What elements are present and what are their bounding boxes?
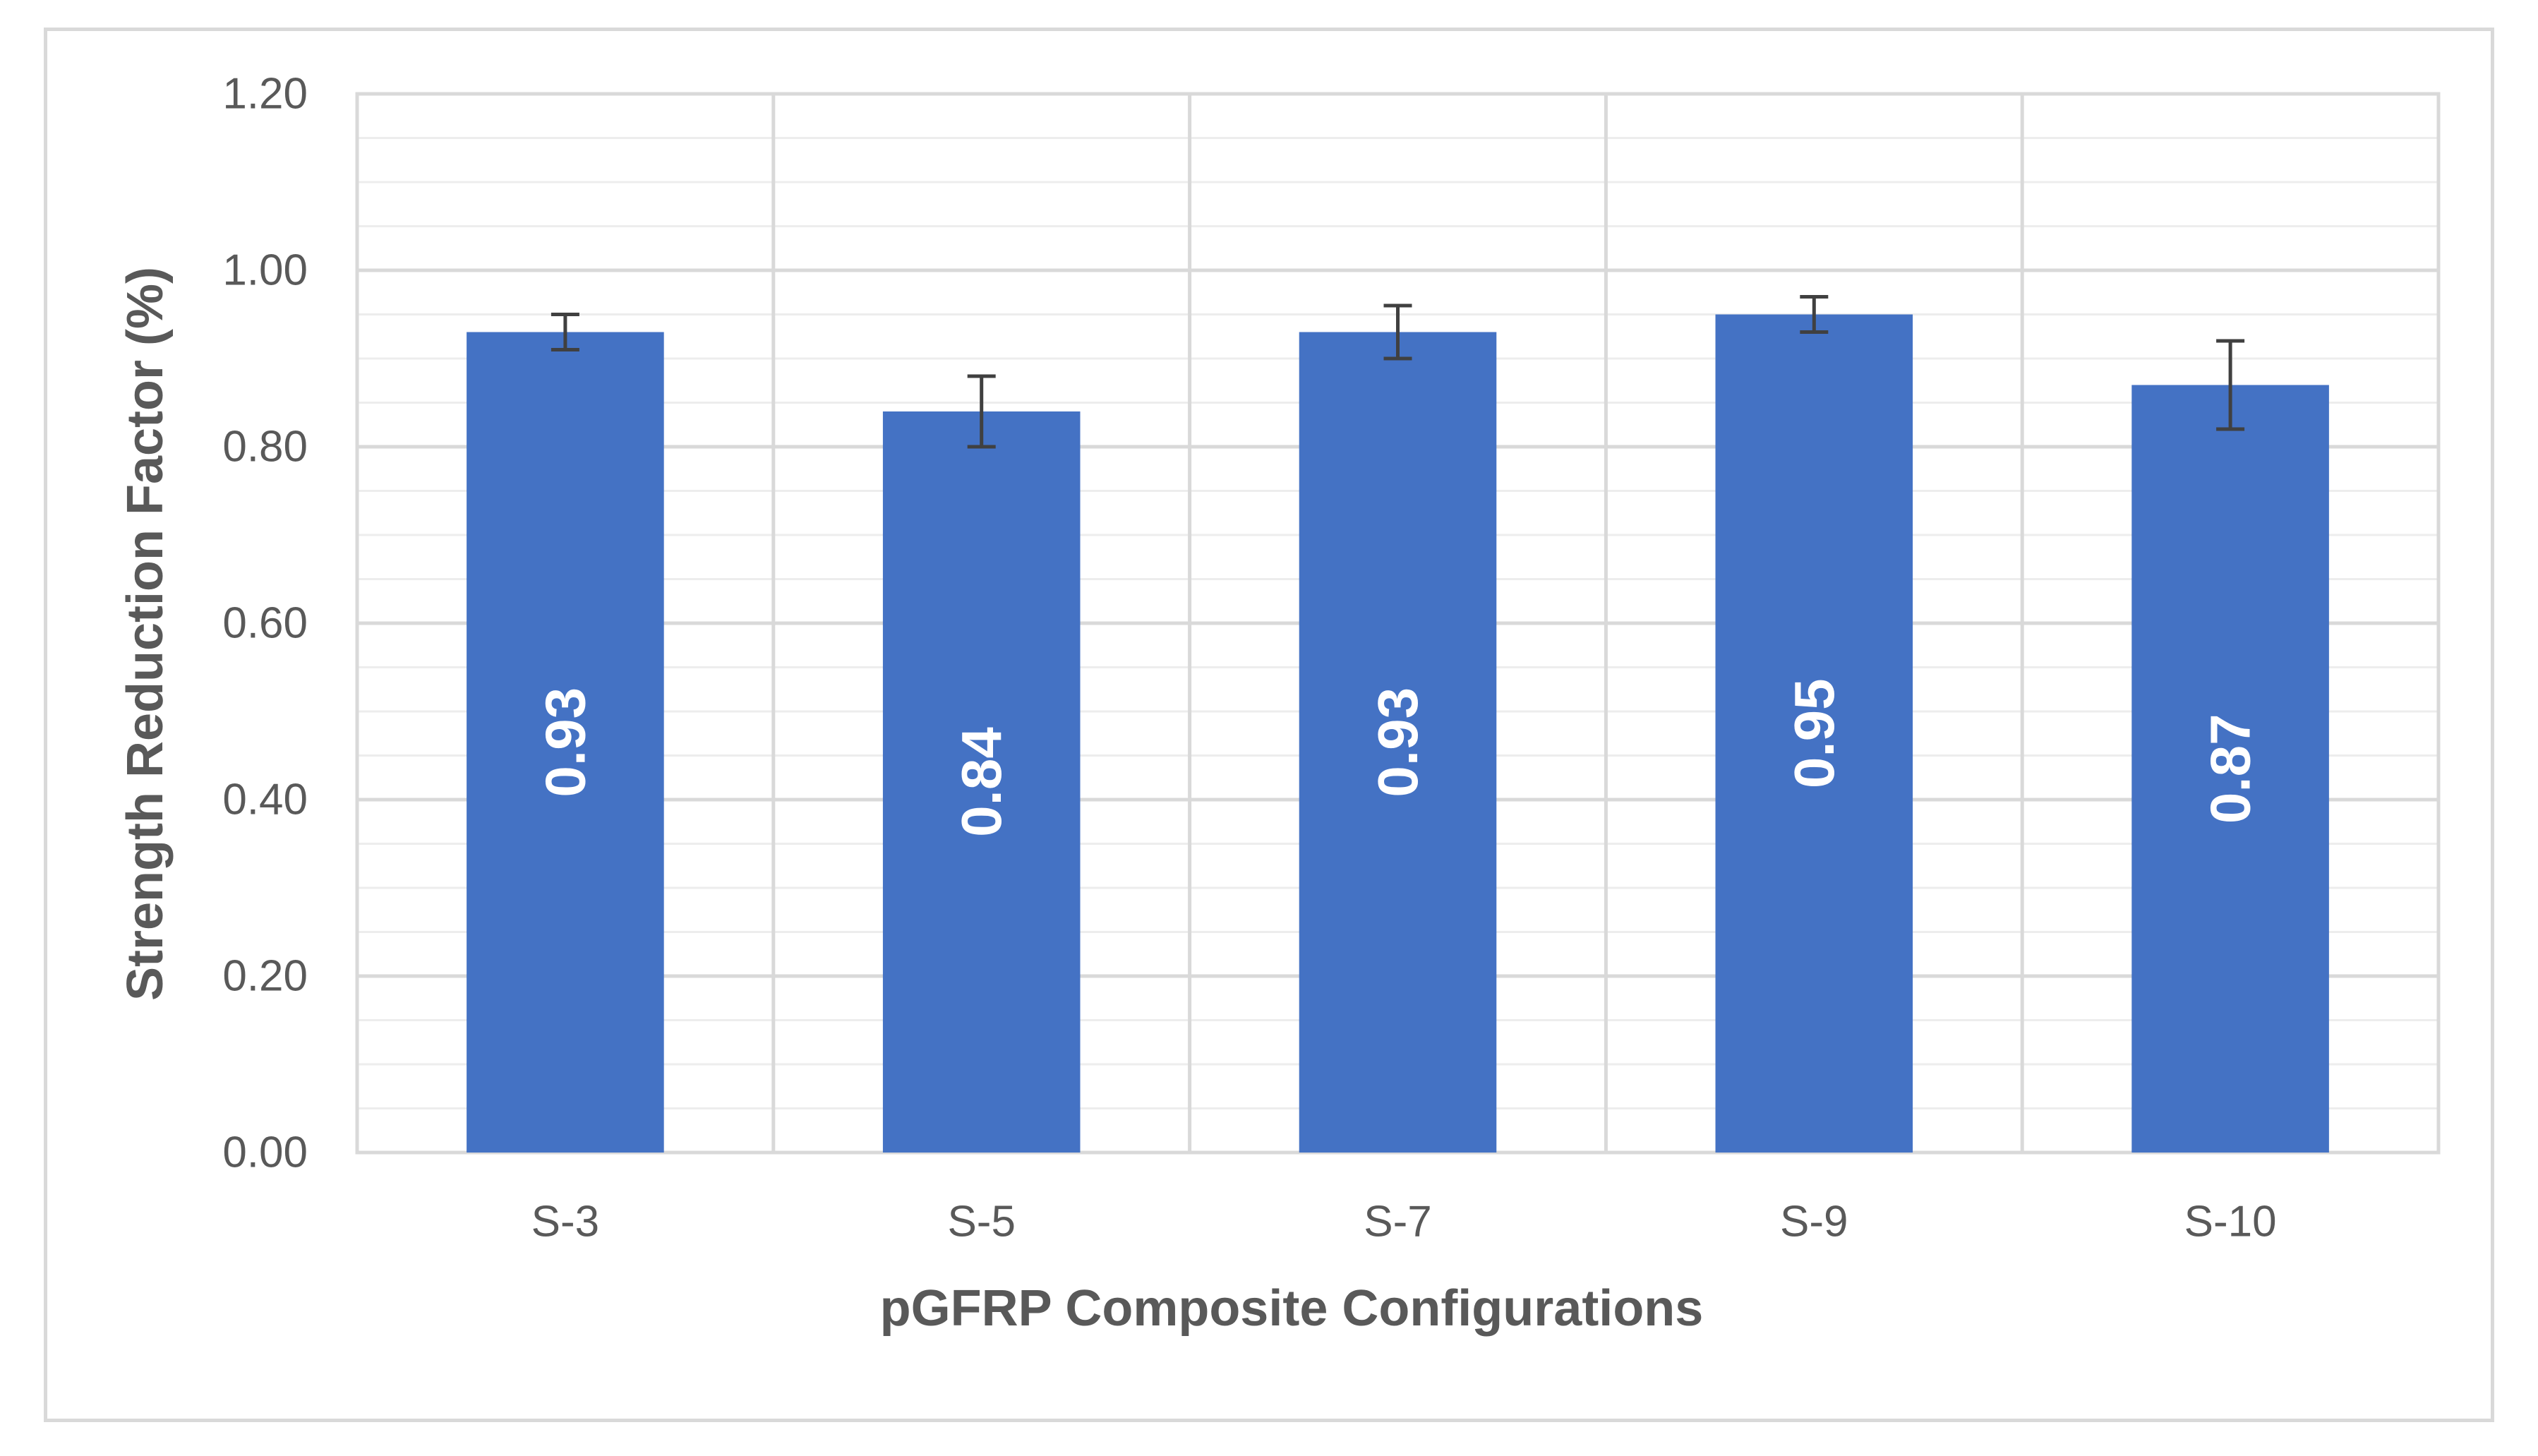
error-bars bbox=[551, 295, 2245, 449]
bar bbox=[467, 332, 664, 1153]
bar bbox=[882, 411, 1081, 1153]
y-axis-title: Strength Reduction Factor (%) bbox=[117, 267, 174, 1001]
y-tick-label: 1.00 bbox=[222, 246, 308, 295]
y-tick-label: 1.20 bbox=[222, 70, 308, 119]
bar bbox=[1299, 332, 1497, 1153]
x-tick-label: S-3 bbox=[531, 1198, 599, 1246]
bar-value-label: 0.87 bbox=[2199, 714, 2262, 824]
x-tick-label: S-5 bbox=[947, 1198, 1015, 1246]
y-tick-label: 0.00 bbox=[222, 1129, 308, 1177]
x-tick-label: S-7 bbox=[1364, 1198, 1431, 1246]
y-tick-label: 0.20 bbox=[222, 952, 308, 1001]
x-tick-label: S-10 bbox=[2184, 1198, 2277, 1246]
y-tick-label: 0.60 bbox=[222, 599, 308, 648]
bars bbox=[467, 314, 2329, 1153]
y-tick-label: 0.40 bbox=[222, 776, 308, 824]
y-axis-ticks: 0.00 0.20 0.40 0.60 0.80 1.00 1.20 bbox=[222, 70, 308, 1177]
bar-value-label: 0.93 bbox=[1366, 687, 1429, 798]
bar-value-labels: 0.93 0.84 0.93 0.95 0.87 bbox=[534, 678, 2261, 836]
y-tick-label: 0.80 bbox=[222, 423, 308, 471]
x-axis-ticks: S-3 S-5 S-7 S-9 S-10 bbox=[531, 1198, 2277, 1246]
bar-value-label: 0.95 bbox=[1783, 678, 1846, 788]
bar bbox=[1715, 314, 1913, 1153]
x-tick-label: S-9 bbox=[1780, 1198, 1848, 1246]
chart-frame bbox=[44, 28, 2494, 1422]
bar-value-label: 0.84 bbox=[950, 727, 1013, 837]
bar-value-label: 0.93 bbox=[534, 687, 596, 798]
bar bbox=[2131, 385, 2329, 1153]
x-axis-title: pGFRP Composite Configurations bbox=[880, 1280, 1704, 1337]
